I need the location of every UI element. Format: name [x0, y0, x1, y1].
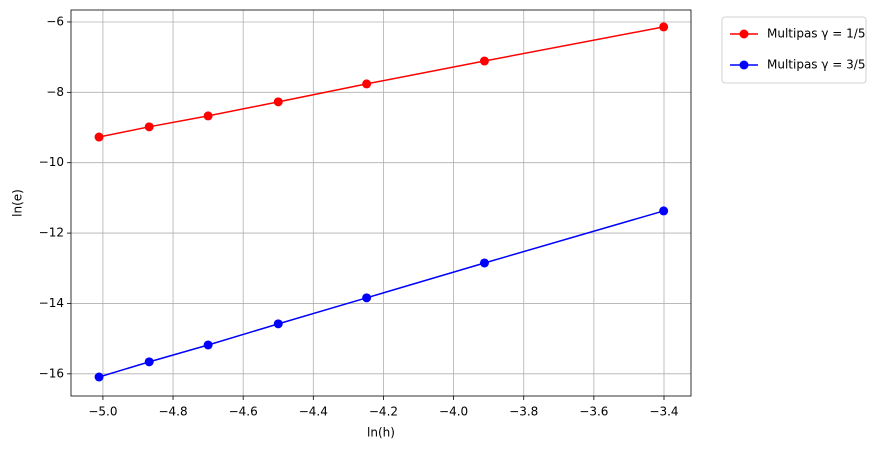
- x-tick-label: −4.2: [369, 405, 398, 419]
- y-axis-label: ln(e): [11, 189, 25, 217]
- point: [479, 258, 489, 268]
- point: [479, 56, 489, 66]
- y-tick-label: −10: [39, 155, 64, 169]
- point: [362, 79, 372, 89]
- y-tick-label: −12: [39, 226, 64, 240]
- point: [203, 340, 213, 350]
- legend-label: Multipas γ = 1/5: [767, 27, 865, 41]
- point: [659, 22, 669, 32]
- y-tick-label: −8: [46, 85, 64, 99]
- plot-frame: [70, 9, 692, 397]
- x-tick-label: −4.0: [439, 405, 468, 419]
- x-tick-label: −5.0: [88, 405, 117, 419]
- legend-label: Multipas γ = 3/5: [767, 58, 865, 72]
- y-tick-label: −16: [39, 366, 64, 380]
- x-tick-label: −4.8: [158, 405, 187, 419]
- x-axis-label: ln(h): [367, 426, 395, 440]
- series-line: [98, 210, 664, 378]
- x-tick-label: −3.4: [649, 405, 678, 419]
- x-tick-label: −3.6: [579, 405, 608, 419]
- x-tick-label: −4.4: [299, 405, 328, 419]
- x-tick-label: −3.8: [509, 405, 538, 419]
- legend-marker: [739, 29, 749, 39]
- point: [362, 293, 372, 303]
- point: [659, 206, 669, 216]
- point: [144, 357, 154, 367]
- point: [94, 372, 104, 382]
- x-tick-label: −4.6: [229, 405, 258, 419]
- point: [203, 111, 213, 121]
- legend-marker: [739, 60, 749, 70]
- point: [144, 122, 154, 132]
- point: [273, 319, 283, 329]
- series-line: [98, 26, 664, 138]
- point: [94, 132, 104, 142]
- y-tick-label: −14: [39, 296, 64, 310]
- point: [273, 97, 283, 107]
- y-tick-label: −6: [46, 14, 64, 28]
